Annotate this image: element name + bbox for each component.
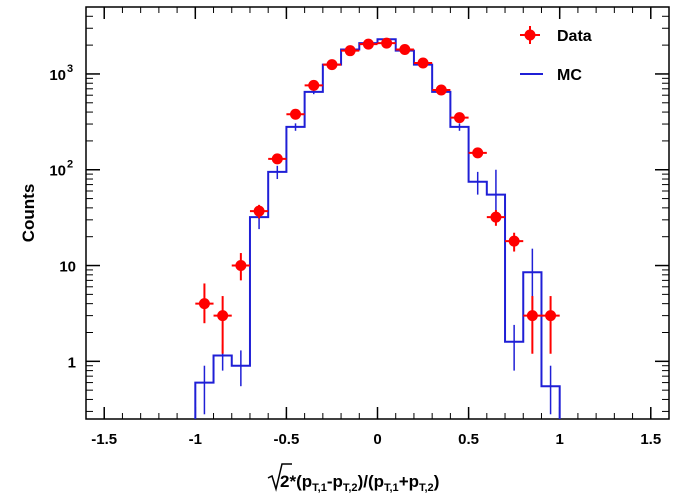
x-label-root: 2 [280, 472, 289, 491]
legend-mc-label: MC [557, 67, 582, 84]
x-label-sub2: T,2 [343, 482, 358, 494]
data-point [453, 112, 465, 124]
x-label-sub1: T,1 [312, 482, 327, 494]
legend-data-label: Data [557, 28, 592, 45]
data-point [435, 84, 447, 96]
x-tick-label: 0 [373, 431, 381, 448]
data-point [344, 45, 356, 57]
x-tick-label: 1.5 [640, 431, 661, 448]
x-label-end: ) [434, 472, 440, 491]
x-tick-label: -0.5 [273, 431, 299, 448]
data-point [308, 79, 320, 91]
mc-series [194, 38, 561, 419]
data-point [326, 59, 338, 71]
y-tick-exponent: 2 [67, 159, 73, 171]
x-label-sub4: T,2 [419, 482, 434, 494]
x-axis-label: 2*(pT,1-pT,2)/(pT,1+pT,2) [267, 463, 439, 494]
sqrt-sign-icon [267, 463, 292, 492]
y-axis-label: Counts [19, 184, 38, 243]
mc-step-line [194, 38, 561, 419]
data-point [526, 310, 538, 322]
data-point [198, 298, 210, 310]
data-point [399, 44, 411, 56]
y-tick-exponent: 3 [67, 63, 73, 75]
data-point [217, 310, 229, 322]
x-label-mid1: *(p [289, 472, 312, 491]
legend: Data MC [520, 26, 592, 84]
data-series [195, 37, 560, 354]
x-tick-label: 1 [556, 431, 564, 448]
data-point [290, 108, 302, 120]
x-tick-label: 0.5 [458, 431, 479, 448]
data-point [490, 211, 502, 223]
x-label-mid3: )/(p [358, 472, 384, 491]
y-tick-label: 10 [49, 163, 66, 180]
y-tick-label: 10 [59, 259, 76, 276]
y-tick-label: 10 [49, 67, 66, 84]
x-label-mid2: -p [327, 472, 343, 491]
x-label-sub3: T,1 [384, 482, 399, 494]
svg-text:2*(pT,1-pT,2)/(pT,1+pT,2): 2*(pT,1-pT,2)/(pT,1+pT,2) [280, 472, 439, 494]
data-point [417, 57, 429, 69]
data-point [472, 147, 484, 159]
x-tick-label: -1.5 [91, 431, 117, 448]
legend-data-marker [524, 29, 536, 41]
data-point [235, 260, 247, 272]
data-point [253, 205, 265, 217]
data-point [362, 38, 374, 50]
y-tick-label: 1 [68, 354, 76, 371]
data-point [381, 37, 393, 49]
x-tick-label: -1 [189, 431, 202, 448]
data-point [271, 153, 283, 165]
data-point [508, 235, 520, 247]
x-label-mid4: +p [399, 472, 419, 491]
data-point [545, 310, 557, 322]
